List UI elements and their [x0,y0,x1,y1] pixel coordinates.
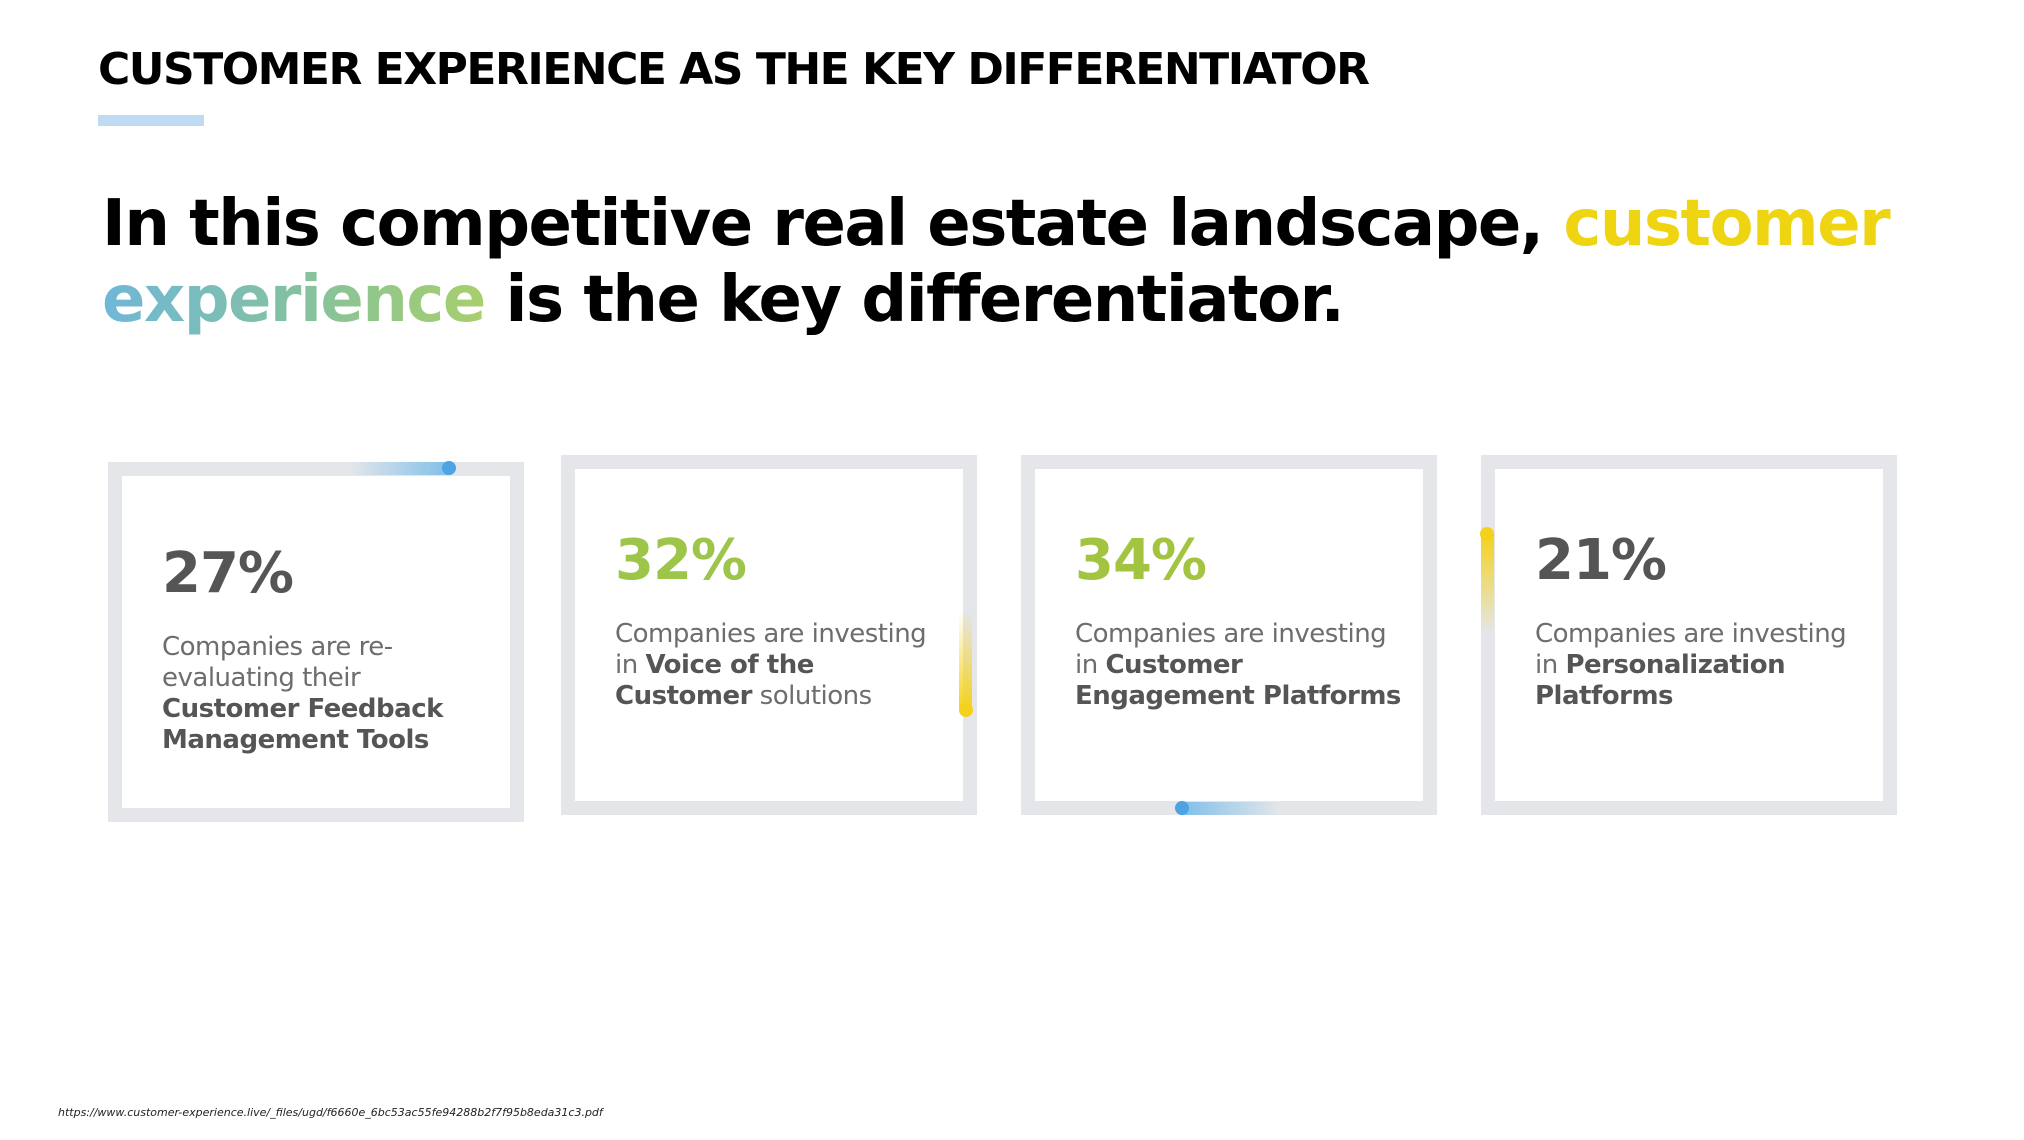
stat-value: 27% [162,541,294,606]
headline-highlight-experience: experience [102,263,486,337]
stat-description: Companies are re-evaluating their Custom… [162,632,492,756]
stat-card-2: 32% Companies are investing in Voice of … [561,455,977,815]
description-text: Companies are investing in [615,619,927,680]
headline-part-2: is the key differentiator. [484,263,1345,337]
card-2-accent-line [959,610,972,710]
stat-description: Companies are investing in Voice of the … [615,619,945,712]
stat-value: 34% [1075,528,1207,593]
description-text: Companies are investing in [1075,619,1387,680]
title-underline [98,115,204,126]
stat-card-3: 34% Companies are investing in Customer … [1021,455,1437,815]
card-4-accent-line [1481,534,1494,634]
card-3-accent-line [1180,802,1280,815]
description-emphasis: Customer Engagement Platforms [1075,650,1401,711]
card-1-accent-line [350,462,450,475]
description-emphasis: Customer Feedback Management Tools [162,694,443,755]
headline: In this competitive real estate landscap… [102,186,1922,338]
stat-description: Companies are investing in Customer Enga… [1075,619,1405,712]
source-citation: https://www.customer-experience.live/_fi… [58,1106,603,1119]
stat-card-1: 27% Companies are re-evaluating their Cu… [108,462,524,822]
headline-part-1: In this competitive real estate landscap… [102,187,1564,261]
description-tail: solutions [751,681,873,711]
card-3-accent-dot [1175,801,1189,815]
stat-description: Companies are investing in Personalizati… [1535,619,1865,712]
description-emphasis: Voice of the Customer [615,650,814,711]
description-emphasis: Personalization Platforms [1535,650,1786,711]
stat-value: 21% [1535,528,1667,593]
card-2-accent-dot [959,703,973,717]
stat-card-4: 21% Companies are investing in Personali… [1481,455,1897,815]
stat-value: 32% [615,528,747,593]
card-1-accent-dot [442,461,456,475]
headline-highlight-customer: customer [1563,187,1890,261]
section-title: CUSTOMER EXPERIENCE AS THE KEY DIFFERENT… [98,44,1370,95]
description-text: Companies are investing in [1535,619,1847,680]
card-4-accent-dot [1480,527,1494,541]
description-text: Companies are re-evaluating their [162,632,393,693]
